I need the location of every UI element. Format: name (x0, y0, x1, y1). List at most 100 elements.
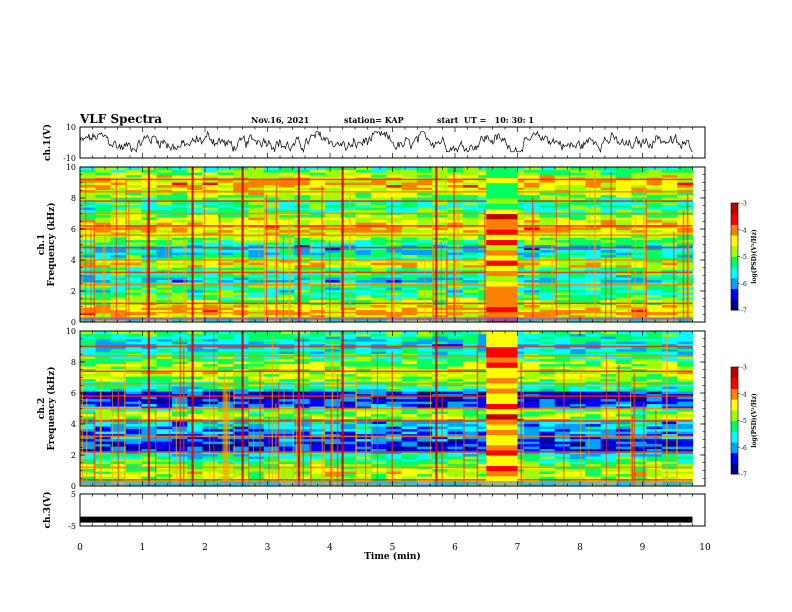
spectrogram-cell (125, 174, 142, 178)
spectrogram-cell (401, 297, 418, 301)
spectrogram-cell (156, 209, 173, 213)
spectrogram-cell (631, 433, 648, 437)
spectrogram-cell (416, 202, 433, 206)
spectrogram-cell (462, 277, 479, 281)
spectrogram-cell (585, 247, 602, 251)
spectrogram-cell (233, 428, 249, 432)
spectrogram-cell (340, 292, 357, 296)
spectrogram-cell (661, 222, 678, 226)
spectrogram-cell (233, 388, 249, 392)
spectrogram-cell (570, 177, 586, 181)
spectrogram-cell (585, 289, 602, 293)
spectrogram-cell (95, 438, 112, 442)
spectrogram-cell (156, 277, 173, 281)
spectrogram-cell (370, 378, 387, 382)
spectrogram-cell (677, 249, 694, 253)
spectrogram-cell (355, 319, 372, 323)
spectrogram-cell (95, 483, 112, 487)
spectrogram-cell (646, 294, 663, 298)
event-streak (435, 167, 438, 322)
spectrogram-cell (248, 438, 265, 442)
spectrogram-cell (187, 284, 204, 288)
spectrogram-cell (325, 219, 341, 223)
spectrogram-cell (233, 426, 249, 430)
spectrogram-cell (233, 371, 249, 375)
spectrogram-cell (370, 371, 387, 375)
spectrogram-cell (156, 197, 173, 201)
spectrogram-cell (156, 232, 173, 236)
spectrogram-cell (646, 284, 663, 288)
spectrogram-cell (217, 309, 234, 313)
spectrogram-cell (524, 368, 540, 372)
spectrogram-cell (432, 239, 449, 243)
spectrogram-cell (554, 274, 571, 278)
interference-cell (486, 223, 518, 230)
sferic-streak (288, 198, 290, 322)
spectrogram-cell (340, 232, 357, 236)
spectrogram-cell (386, 242, 403, 246)
spectrogram-cell (187, 361, 204, 365)
spectrogram-cell (370, 421, 387, 425)
ch1-waveform-trace (79, 130, 693, 154)
spectrogram-cell (202, 304, 219, 308)
spectrogram-cell (462, 458, 479, 462)
spectrogram-cell (570, 416, 586, 420)
spectrogram-cell (110, 209, 127, 213)
spectrogram-cell (217, 341, 234, 345)
spectrogram-cell (462, 262, 479, 266)
spectrogram-cell (156, 292, 173, 296)
spectrogram-cell (539, 204, 556, 208)
spectrogram-cell (432, 214, 449, 218)
spectrogram-cell (263, 167, 280, 171)
spectrogram-cell (80, 182, 96, 186)
spectrogram-cell (248, 282, 265, 286)
spectrogram-cell (95, 184, 112, 188)
spectrogram-cell (248, 264, 265, 268)
spectrogram-cell (187, 304, 204, 308)
spectrogram-cell (615, 391, 632, 395)
spectrogram-cell (432, 192, 449, 196)
spectrogram-cell (524, 336, 540, 340)
spectrogram-cell (355, 232, 372, 236)
spectrogram-cell (248, 182, 265, 186)
spectrogram-cell (401, 413, 418, 417)
spectrogram-cell (217, 373, 234, 377)
spectrogram-cell (171, 194, 188, 198)
spectrogram-cell (646, 249, 663, 253)
spectrogram-cell (401, 264, 418, 268)
spectrogram-cell (585, 338, 602, 342)
spectrogram-cell (401, 284, 418, 288)
spectrogram-cell (585, 242, 602, 246)
spectrogram-cell (279, 348, 295, 352)
spectrogram-cell (416, 209, 433, 213)
spectrogram-cell (294, 338, 311, 342)
spectrogram-cell (661, 177, 678, 181)
spectrogram-cell (661, 244, 678, 248)
spectrogram-cell (600, 428, 617, 432)
spectrogram-cell (309, 443, 326, 447)
spectrogram-cell (416, 184, 433, 188)
spectrogram-cell (600, 421, 617, 425)
spectrogram-cell (95, 371, 112, 375)
spectrogram-cell (539, 371, 556, 375)
spectrogram-cell (110, 292, 127, 296)
spectrogram-cell (524, 406, 540, 410)
spectrogram-cell (401, 237, 418, 241)
spectrogram-cell (677, 274, 694, 278)
spectrogram-cell (248, 483, 265, 487)
spectrogram-cell (370, 282, 387, 286)
spectrogram-cell (615, 346, 632, 350)
spectrogram-cell (432, 338, 449, 342)
spectrogram-cell (217, 257, 234, 261)
spectrogram-cell (462, 471, 479, 475)
spectrogram-cell (585, 418, 602, 422)
spectrogram-cell (615, 366, 632, 370)
spectrogram-cell (279, 229, 295, 233)
spectrogram-cell (401, 179, 418, 183)
spectrogram-cell (401, 433, 418, 437)
spectrogram-cell (646, 252, 663, 256)
spectrogram-cell (585, 391, 602, 395)
spectrogram-cell (95, 202, 112, 206)
spectrogram-cell (386, 453, 403, 457)
spectrogram-cell (248, 448, 265, 452)
